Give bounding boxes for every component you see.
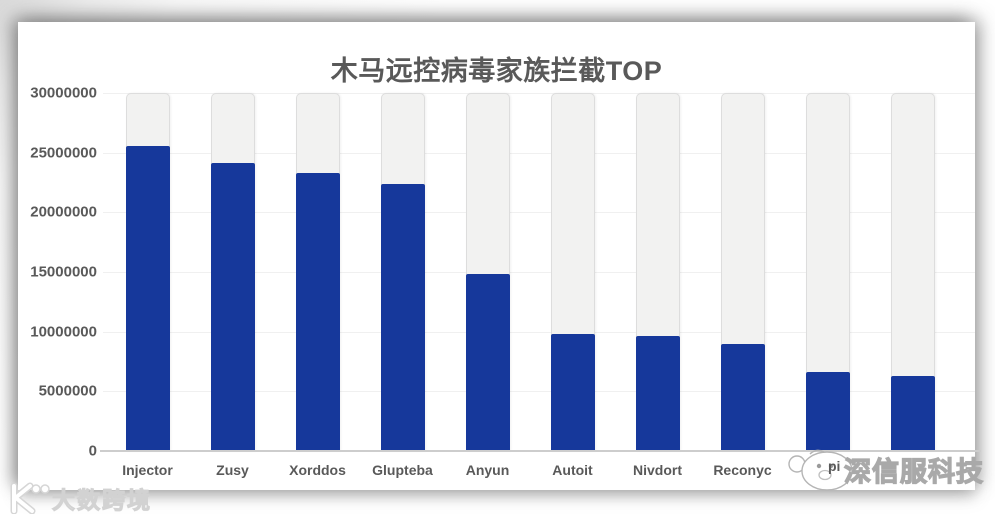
y-axis: 30000000 25000000 20000000 15000000 10000000… — [18, 85, 97, 460]
sangfor-mascot-logo — [788, 449, 853, 491]
y-axis-tick-label: 30000000 — [30, 84, 97, 102]
bar — [465, 273, 510, 451]
bar — [125, 146, 170, 451]
watermark-text-dashu: 大数跨境 — [52, 487, 152, 514]
gridline — [103, 391, 975, 393]
bar-column: Xorddos — [275, 93, 360, 478]
x-axis-label: Glupteba — [372, 462, 433, 478]
x-axis-label: Zusy — [216, 462, 249, 478]
gridline — [103, 152, 975, 154]
y-axis-tick-label: 10000000 — [30, 323, 97, 341]
bar-column: Zusy — [190, 93, 275, 478]
bar — [550, 334, 595, 451]
bar-track — [465, 93, 510, 451]
bar — [720, 343, 765, 451]
obscured-x-label-fragment: pi — [828, 458, 841, 474]
bar-column: Nivdort — [615, 93, 700, 478]
x-axis-label: Autoit — [552, 462, 593, 478]
bar-column: Anyun — [445, 93, 530, 478]
bar-column: Reconyc — [700, 93, 785, 478]
y-axis-tick-label: 25000000 — [30, 144, 97, 162]
bar — [295, 172, 340, 451]
bar — [210, 163, 255, 451]
gridline — [103, 272, 975, 273]
chart-card: 木马远控病毒家族拦截TOP 30000000 25000000 20000000 15… — [18, 22, 981, 490]
bar-column — [870, 93, 955, 451]
bar — [380, 184, 425, 451]
x-axis-label: Reconyc — [713, 462, 772, 478]
bar — [805, 372, 850, 451]
bar-track — [380, 93, 425, 451]
bar-track — [635, 93, 680, 451]
bar-column: Injector — [105, 93, 190, 478]
plot-area: Injector Zusy Xorddos Glupteba Anyun Autoit Ni… — [100, 93, 981, 478]
gridline — [103, 212, 975, 214]
watermark-bottom-left: 大数跨境 — [6, 481, 152, 514]
bar — [635, 335, 680, 451]
x-axis-label: Injector — [122, 462, 173, 478]
chart-title: 木马远控病毒家族拦截TOP — [330, 56, 663, 86]
bar-track — [295, 93, 340, 451]
gridline — [103, 93, 975, 94]
y-axis-tick-label: 5000000 — [38, 382, 97, 400]
x-axis-line — [100, 450, 981, 452]
bar-column — [785, 93, 870, 451]
bar-track — [125, 93, 170, 451]
k-double-o-logo — [10, 482, 50, 514]
bar-track — [210, 93, 255, 451]
y-axis-tick-label: 20000000 — [30, 203, 97, 221]
x-axis-label: Nivdort — [633, 462, 682, 478]
bar-column: Autoit — [530, 93, 615, 478]
bar-track — [890, 93, 935, 451]
x-axis-label: Anyun — [465, 462, 510, 478]
bar-track — [720, 93, 765, 451]
bar-track — [805, 93, 850, 451]
x-axis-label: Xorddos — [289, 462, 346, 478]
bar-track — [550, 93, 595, 451]
y-axis-tick-label: 0 — [88, 442, 97, 460]
bar-column: Glupteba — [360, 93, 445, 478]
watermark-bottom-right: 深信服科技 — [786, 444, 984, 494]
bar — [890, 376, 935, 451]
bar-columns: Injector Zusy Xorddos Glupteba Anyun Autoit Ni… — [105, 93, 955, 478]
y-axis-tick-label: 15000000 — [30, 263, 97, 281]
watermark-text-sangfor: 深信服科技 — [843, 456, 984, 487]
gridline — [103, 331, 975, 333]
